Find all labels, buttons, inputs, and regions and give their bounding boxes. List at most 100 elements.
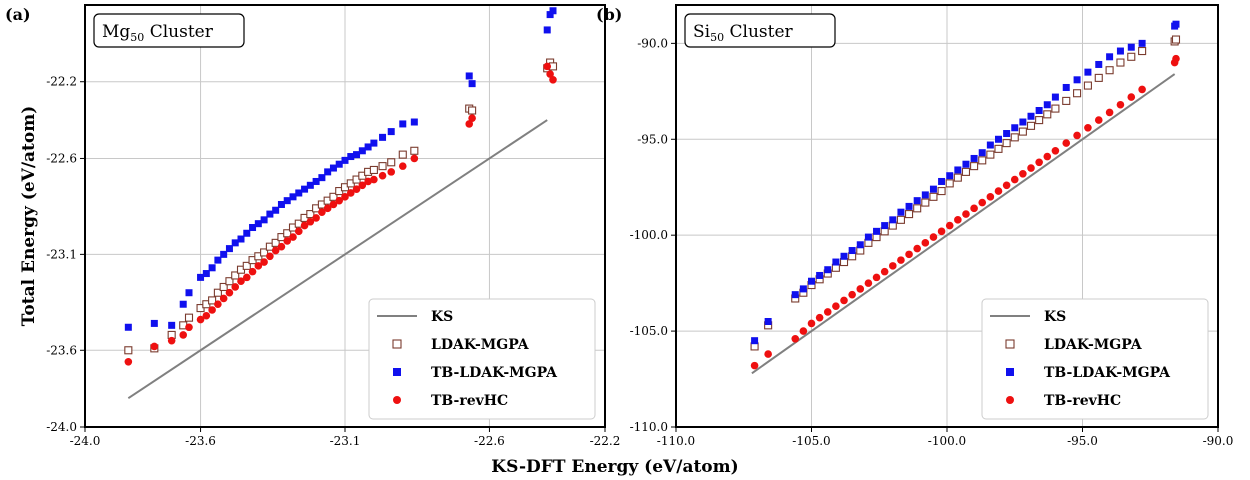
tb-revhc-point (124, 357, 133, 366)
ldak-mgpa-point (945, 179, 954, 188)
tb-ldak-mgpa-point (824, 266, 832, 274)
ldak-mgpa-point (978, 156, 987, 165)
tb-revhc-point (300, 221, 309, 230)
cluster-title: Si50 Cluster (693, 22, 794, 44)
tb-revhc-point (1019, 170, 1027, 178)
cluster-subscript: 50 (130, 31, 144, 44)
tb-revhc-point (929, 233, 938, 241)
tb-revhc-point (1094, 116, 1103, 124)
legend-label: LDAK-MGPA (431, 337, 530, 353)
tb-revhc-point (937, 227, 946, 236)
tb-ldak-mgpa-point (202, 270, 210, 278)
tb-revhc-point (358, 181, 367, 190)
tb-revhc-point (1138, 85, 1146, 94)
ldak-mgpa-point (213, 288, 222, 297)
tb-revhc-point (970, 204, 978, 213)
tb-revhc-point (346, 189, 355, 197)
tb-ldak-mgpa-point (231, 239, 239, 247)
tb-ldak-mgpa-point (387, 128, 395, 136)
tb-revhc-point (889, 262, 897, 270)
tb-ldak-mgpa-point (150, 319, 158, 327)
y-tick-label: -23.1 (46, 247, 77, 261)
tb-revhc-point (1035, 158, 1043, 167)
panel-a: -24.0 -23.6 -23.1 -22.6 -22.2 -24.0 -23.6 -23.1… (5, 4, 620, 448)
tb-revhc-point (387, 168, 396, 176)
tb-revhc-point (897, 256, 905, 264)
ldak-mgpa-point (369, 165, 378, 175)
tb-ldak-mgpa-point (905, 202, 913, 210)
ldak-mgpa-point (1043, 110, 1052, 119)
ldak-mgpa-point (1138, 46, 1147, 56)
tb-ldak-mgpa-point (832, 258, 840, 266)
legend-label: TB-LDAK-MGPA (1044, 365, 1171, 381)
tb-ldak-mgpa-point (358, 147, 366, 155)
ldak-mgpa-point (921, 198, 930, 207)
ldak-mgpa-point (1018, 127, 1027, 136)
tb-ldak-mgpa-point (1127, 43, 1135, 51)
tb-revhc-point (807, 319, 816, 328)
tb-ldak-mgpa-point (1084, 68, 1092, 76)
legend-swatch-ldak-mgpa (1005, 339, 1015, 349)
tb-ldak-mgpa-point (864, 233, 872, 241)
tb-revhc-point (214, 300, 222, 309)
tb-ldak-mgpa-point (318, 174, 326, 182)
tb-ldak-mgpa-point (1106, 53, 1114, 61)
ldak-mgpa-point (929, 192, 938, 201)
tb-revhc-point (1010, 175, 1019, 184)
tb-revhc-point (978, 198, 987, 207)
tb-revhc-point (398, 162, 407, 170)
tb-ldak-mgpa-point (312, 177, 320, 185)
y-tick-label: -110.0 (630, 420, 668, 434)
tb-ldak-mgpa-point (243, 229, 251, 237)
tb-ldak-mgpa-point (840, 252, 848, 260)
x-tick-label: -24.0 (70, 434, 101, 448)
ldak-mgpa-point (1171, 35, 1181, 44)
tb-ldak-mgpa-point (856, 241, 864, 249)
y-tick-label: -100.0 (630, 228, 668, 242)
y-axis-label: Total Energy (eV/atom) (19, 106, 39, 327)
tb-ldak-mgpa-point (220, 250, 228, 258)
x-tick-label: -22.6 (474, 434, 505, 448)
ldak-mgpa-point (208, 296, 217, 305)
tb-revhc-point (1062, 139, 1071, 147)
tb-ldak-mgpa-point (791, 291, 799, 299)
tb-revhc-point (954, 216, 962, 224)
tb-ldak-mgpa-point (808, 277, 815, 285)
tb-revhc-point (864, 279, 873, 287)
tb-ldak-mgpa-point (543, 26, 551, 34)
tb-revhc-point (196, 315, 205, 324)
tb-revhc-point (185, 323, 193, 332)
ldak-mgpa-point (378, 162, 387, 171)
tb-ldak-mgpa-point (341, 156, 349, 164)
tb-revhc-point (750, 361, 759, 370)
tb-revhc-point (179, 331, 188, 339)
y-tick-label: -24.0 (46, 420, 77, 434)
tb-ldak-mgpa-point (986, 141, 994, 149)
tb-ldak-mgpa-point (946, 172, 954, 180)
legend-label: TB-LDAK-MGPA (431, 365, 558, 381)
tb-ldak-mgpa-point (1138, 39, 1146, 47)
ldak-mgpa-point (970, 162, 979, 171)
tb-ldak-mgpa-point (237, 235, 245, 243)
ldak-mgpa-point (283, 229, 292, 238)
cluster-name: Si (693, 22, 711, 42)
ldak-mgpa-point (1094, 73, 1103, 82)
tb-ldak-mgpa-point (1011, 124, 1019, 132)
ldak-mgpa-point (953, 173, 962, 182)
tb-revhc-point (242, 273, 251, 282)
y-tick-label: -105.0 (630, 324, 668, 338)
x-tick-label: -100.0 (928, 434, 966, 448)
ldak-mgpa-point (961, 167, 971, 176)
tb-ldak-mgpa-point (254, 220, 262, 228)
tb-ldak-mgpa-point (1027, 112, 1035, 120)
x-tick-label: -110.0 (657, 434, 695, 448)
ldak-mgpa-point (387, 158, 396, 167)
ldak-mgpa-point (329, 192, 338, 201)
legend-swatch-tb-ldak-mgpa (1006, 368, 1014, 376)
tb-ldak-mgpa-point (214, 256, 222, 264)
tb-revhc-point (410, 154, 419, 163)
tb-ldak-mgpa-point (249, 224, 257, 232)
ldak-mgpa-point (1127, 52, 1136, 61)
tb-ldak-mgpa-point (1019, 118, 1027, 126)
ldak-mgpa-point (231, 271, 240, 280)
